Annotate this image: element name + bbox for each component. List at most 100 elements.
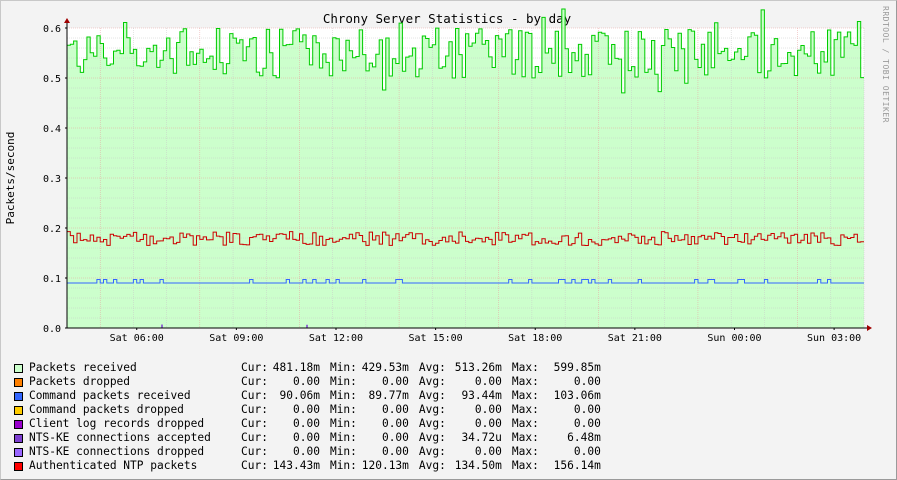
legend-row: Authenticated NTP packets Cur: 143.43m Min:… bbox=[14, 459, 601, 473]
legend-stat-label: Cur: bbox=[241, 403, 268, 416]
legend-stat-label: Max: bbox=[511, 375, 539, 388]
legend-stat-value: 93.44m bbox=[461, 389, 502, 402]
legend-stat-value: 0.00 bbox=[293, 417, 320, 430]
legend-series-name: Command packets dropped bbox=[29, 403, 184, 416]
legend-stat-value: 0.00 bbox=[381, 403, 409, 416]
legend-stat-value: 134.50m bbox=[454, 459, 502, 472]
x-tick-label: Sat 06:00 bbox=[110, 333, 164, 344]
x-tick-label: Sat 15:00 bbox=[409, 333, 463, 344]
x-tick-label: Sat 18:00 bbox=[508, 333, 562, 344]
legend-stat-value: 0.00 bbox=[474, 445, 502, 458]
legend-stat-label: Avg: bbox=[418, 431, 446, 444]
legend-stat-label: Min: bbox=[329, 445, 357, 458]
y-axis-label: Packets/second bbox=[4, 132, 17, 225]
legend-stat-label: Min: bbox=[329, 431, 357, 444]
legend-swatch bbox=[14, 377, 23, 387]
legend-stat-value: 481.18m bbox=[272, 361, 320, 374]
legend-series-name: Authenticated NTP packets bbox=[29, 459, 198, 472]
legend-stat-value: 89.77m bbox=[368, 389, 409, 402]
legend-row: NTS-KE connections accepted Cur: 0.00 Min: 0… bbox=[14, 431, 601, 445]
legend: Packets received Cur: 481.18m Min: 429.53m Av… bbox=[14, 361, 601, 473]
legend-row: Command packets received Cur: 90.06m Min: 89… bbox=[14, 389, 601, 403]
legend-stat-value: 0.00 bbox=[381, 431, 409, 444]
legend-stat-value: 0.00 bbox=[293, 403, 320, 416]
legend-row: Packets dropped Cur: 0.00 Min: 0.00 Avg: 0.00 M… bbox=[14, 375, 601, 389]
packets-received-line bbox=[67, 8, 864, 94]
y-tick-label: 0.1 bbox=[43, 274, 61, 285]
legend-stat-label: Min: bbox=[329, 361, 357, 374]
authenticated-ntp-line bbox=[67, 231, 864, 246]
y-tick-label: 0.0 bbox=[43, 324, 61, 335]
legend-stat-label: Min: bbox=[329, 459, 357, 472]
x-tick-label: Sat 12:00 bbox=[309, 333, 363, 344]
legend-stat-label: Avg: bbox=[418, 403, 446, 416]
legend-stat-value: 6.48m bbox=[567, 431, 601, 444]
legend-series-name: Packets dropped bbox=[29, 375, 131, 388]
legend-swatch bbox=[14, 391, 23, 401]
y-tick-label: 0.6 bbox=[43, 24, 61, 35]
legend-stat-label: Max: bbox=[511, 459, 539, 472]
legend-swatch bbox=[14, 461, 23, 471]
legend-swatch bbox=[14, 433, 23, 443]
legend-stat-value: 90.06m bbox=[279, 389, 320, 402]
chart-title: Chrony Server Statistics - by day bbox=[323, 11, 572, 26]
legend-stat-label: Max: bbox=[511, 403, 539, 416]
legend-stat-label: Max: bbox=[511, 389, 539, 402]
legend-stat-label: Avg: bbox=[418, 459, 446, 472]
legend-swatch bbox=[14, 419, 23, 429]
legend-swatch bbox=[14, 363, 23, 373]
legend-stat-label: Max: bbox=[511, 445, 539, 458]
legend-stat-label: Avg: bbox=[418, 375, 446, 388]
legend-stat-value: 0.00 bbox=[293, 375, 320, 388]
y-tick-label: 0.2 bbox=[43, 224, 61, 235]
x-tick-label: Sat 09:00 bbox=[209, 333, 263, 344]
legend-stat-value: 120.13m bbox=[361, 459, 409, 472]
legend-stat-value: 0.00 bbox=[573, 403, 601, 416]
legend-stat-label: Avg: bbox=[418, 417, 446, 430]
legend-row: Packets received Cur: 481.18m Min: 429.53m Av… bbox=[14, 361, 601, 375]
command-received-line bbox=[67, 279, 864, 284]
legend-stat-value: 0.00 bbox=[381, 417, 409, 430]
legend-stat-label: Min: bbox=[329, 389, 357, 402]
legend-stat-label: Cur: bbox=[241, 361, 268, 374]
legend-stat-label: Cur: bbox=[241, 417, 268, 430]
rrdtool-watermark: RRDTOOL / TOBI OETIKER bbox=[881, 6, 890, 123]
y-tick-label: 0.3 bbox=[43, 174, 61, 185]
legend-stat-label: Avg: bbox=[418, 445, 446, 458]
legend-stat-value: 599.85m bbox=[553, 361, 601, 374]
legend-stat-value: 143.43m bbox=[272, 459, 320, 472]
legend-stat-label: Cur: bbox=[241, 375, 268, 388]
legend-stat-label: Cur: bbox=[241, 459, 268, 472]
legend-stat-value: 34.72u bbox=[461, 431, 502, 444]
legend-stat-label: Cur: bbox=[241, 431, 268, 444]
legend-series-name: NTS-KE connections accepted bbox=[29, 431, 211, 444]
legend-stat-value: 0.00 bbox=[293, 445, 320, 458]
legend-stat-value: 513.26m bbox=[454, 361, 502, 374]
legend-stat-value: 0.00 bbox=[381, 375, 409, 388]
legend-stat-value: 0.00 bbox=[381, 445, 409, 458]
legend-stat-label: Min: bbox=[329, 375, 357, 388]
legend-series-name: NTS-KE connections dropped bbox=[29, 445, 205, 458]
legend-stat-label: Max: bbox=[511, 431, 539, 444]
legend-stat-label: Cur: bbox=[241, 445, 268, 458]
legend-swatch bbox=[14, 447, 23, 457]
legend-stat-label: Avg: bbox=[418, 361, 446, 374]
y-tick-label: 0.5 bbox=[43, 74, 61, 85]
legend-stat-value: 429.53m bbox=[361, 361, 409, 374]
legend-row: Client log records dropped Cur: 0.00 Min: 0.… bbox=[14, 417, 601, 431]
legend-stat-value: 0.00 bbox=[293, 431, 320, 444]
legend-stat-value: 156.14m bbox=[553, 459, 601, 472]
y-tick-label: 0.4 bbox=[43, 124, 61, 135]
x-tick-label: Sat 21:00 bbox=[608, 333, 662, 344]
legend-series-name: Packets received bbox=[29, 361, 137, 374]
legend-row: Command packets dropped Cur: 0.00 Min: 0.00 A… bbox=[14, 403, 601, 417]
chart-svg: Chrony Server Statistics - by day Packet… bbox=[4, 8, 872, 344]
y-axis-arrow bbox=[64, 18, 70, 23]
x-axis-arrow bbox=[867, 325, 872, 331]
legend-stat-value: 0.00 bbox=[573, 445, 601, 458]
legend-swatch bbox=[14, 405, 23, 415]
legend-stat-value: 0.00 bbox=[573, 417, 601, 430]
legend-stat-value: 0.00 bbox=[474, 417, 502, 430]
legend-row: NTS-KE connections dropped Cur: 0.00 Min: 0.… bbox=[14, 445, 601, 459]
legend-stat-label: Max: bbox=[511, 361, 539, 374]
